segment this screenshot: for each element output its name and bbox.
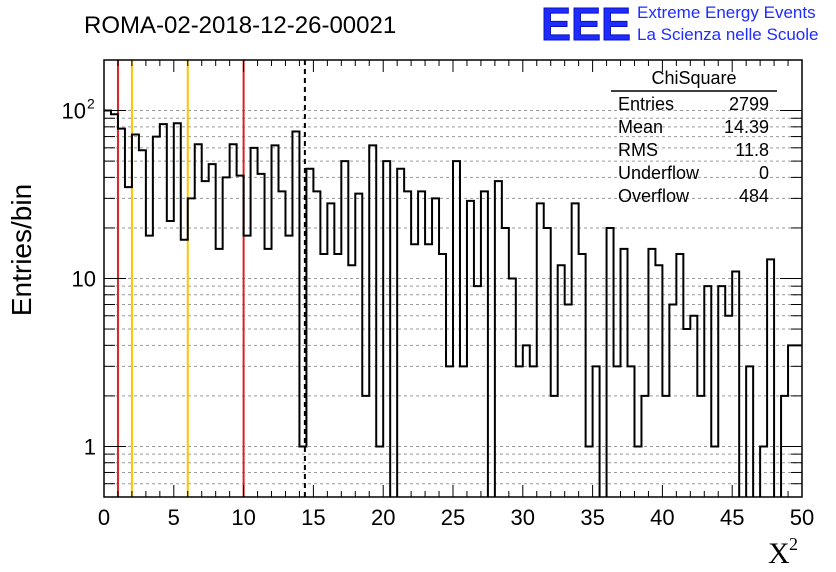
chart-title: ROMA-02-2018-12-26-00021 (84, 12, 396, 39)
stats-value: 484 (739, 186, 769, 206)
stats-label: Underflow (618, 163, 700, 183)
x-tick-label: 0 (98, 505, 110, 530)
reference-lines (116, 60, 306, 497)
stats-label: Mean (618, 117, 663, 137)
stats-label: Overflow (618, 186, 690, 206)
x-axis-label-text: X (768, 537, 790, 570)
y-axis-label: Entries/bin (6, 184, 37, 316)
x-tick-label: 20 (371, 505, 395, 530)
logo-line-1: Extreme Energy Events (637, 3, 816, 22)
x-tick-label: 50 (790, 505, 814, 530)
y-tick-label: 10 (72, 267, 96, 292)
y-tick-label-text: 10 (62, 99, 86, 124)
logo-line-2: La Scienza nelle Scuole (637, 25, 818, 44)
y-tick-label: 10 2 (62, 96, 95, 124)
x-tick-label: 35 (580, 505, 604, 530)
stats-value: 2799 (729, 94, 769, 114)
x-tick-label: 45 (720, 505, 744, 530)
stats-label: Entries (618, 94, 674, 114)
x-axis-label-superscript: 2 (789, 534, 798, 554)
y-tick-label: 1 (84, 434, 96, 459)
x-tick-label: 15 (301, 505, 325, 530)
stats-rows: Entries 2799 Mean 14.39 RMS 11.8 Underflow 0 Ove… (618, 94, 769, 206)
plot-frame (103, 59, 803, 498)
y-tick-label-text: 10 (72, 267, 96, 292)
stats-box: ChiSquare Entries 2799 Mean 14.39 RMS 11.8 Und… (611, 68, 777, 206)
stats-value: 11.8 (735, 140, 769, 160)
y-tick-label-exponent: 2 (87, 96, 95, 112)
x-tick-label: 30 (511, 505, 535, 530)
x-tick-label: 5 (168, 505, 180, 530)
histogram-step-line (104, 109, 802, 497)
eee-logo: EEE Extreme Energy Events La Scienza nel… (541, 0, 819, 51)
stats-value: 0 (759, 163, 769, 183)
x-tick-label: 25 (441, 505, 465, 530)
x-axis-label: X 2 (768, 534, 798, 570)
x-tick-labels: 0 5 10 15 20 25 30 35 40 45 50 (98, 505, 814, 530)
x-tick-label: 10 (231, 505, 255, 530)
y-tick-label-text: 1 (84, 434, 96, 459)
stats-label: RMS (618, 140, 658, 160)
stats-value: 14.39 (724, 117, 769, 137)
x-tick-label: 40 (650, 505, 674, 530)
eee-logo-mark: EEE (541, 0, 631, 50)
stats-title: ChiSquare (651, 68, 736, 88)
